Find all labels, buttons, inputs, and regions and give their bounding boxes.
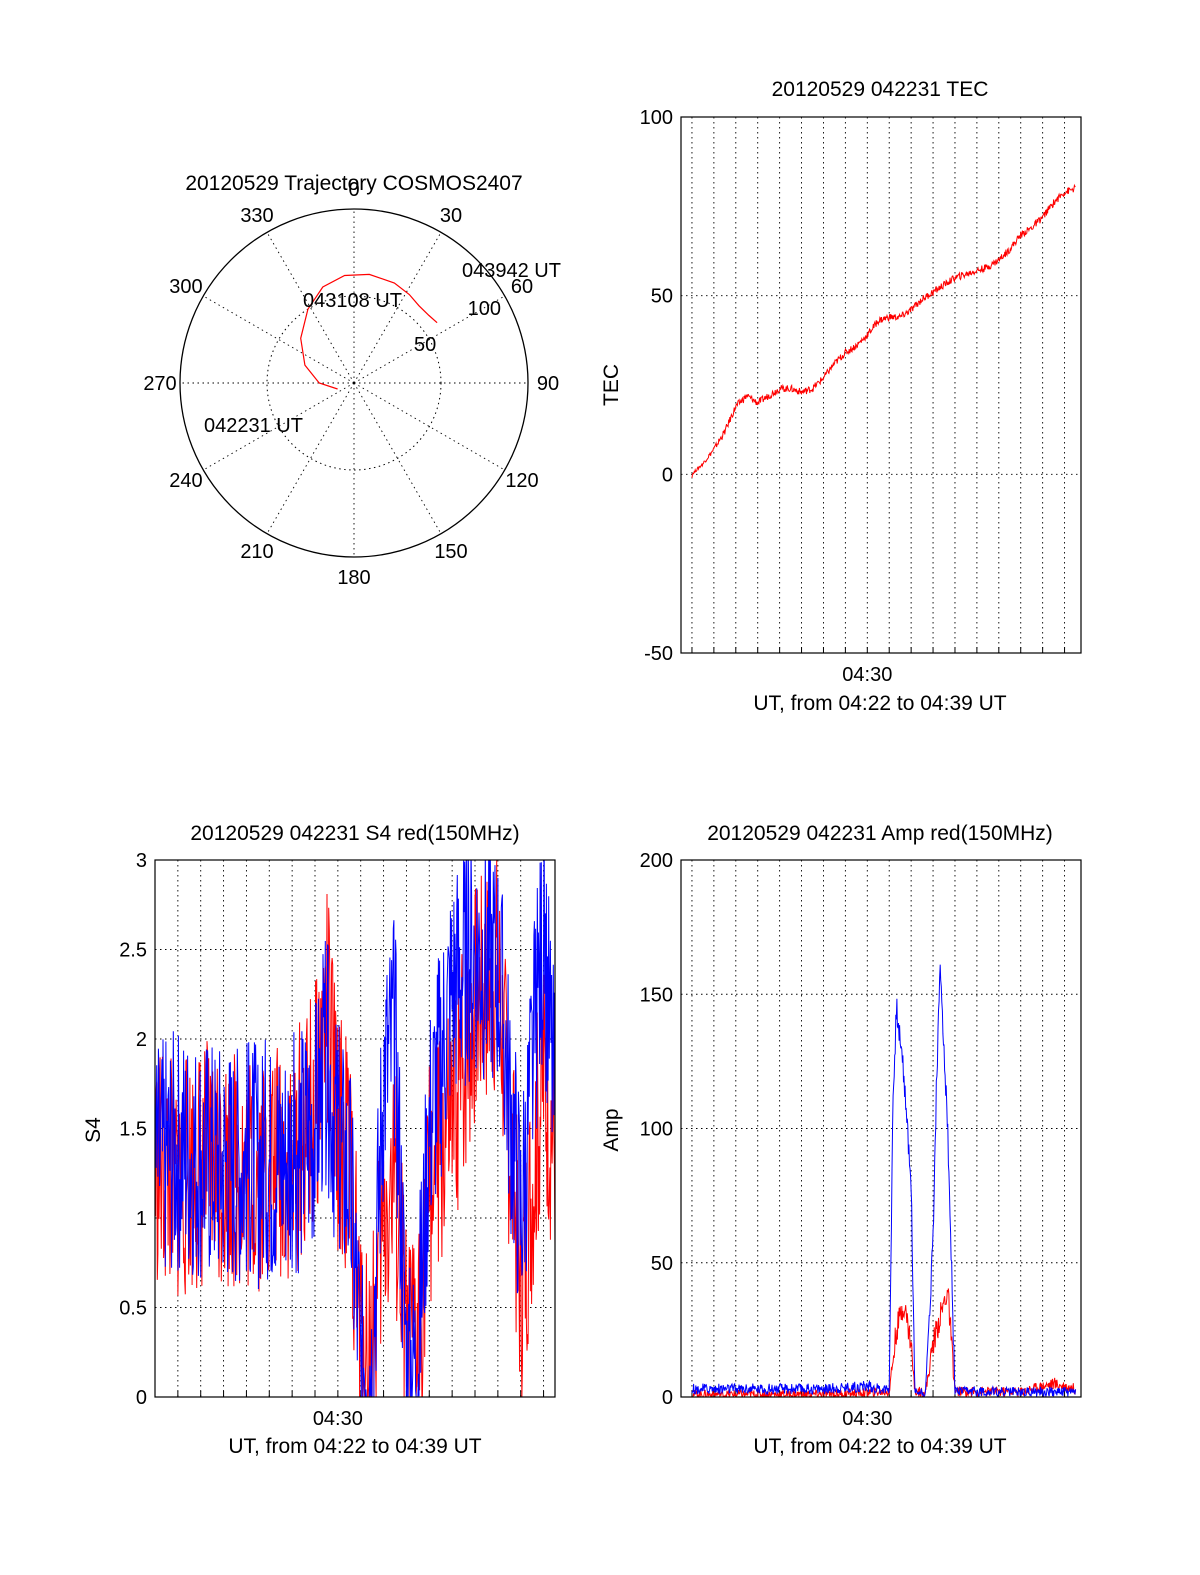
amp-y-tick-label: 0 (662, 1387, 673, 1409)
tec-y-tick-label: 0 (662, 464, 673, 486)
amp-chart: 20120529 042231 Amp red(150MHz) 0 50 100 15… (600, 822, 1082, 1458)
tec-chart: 20120529 042231 TEC -50 0 50 100 04:30 TEC U… (600, 78, 1082, 715)
s4-series (155, 860, 555, 1397)
tec-x-tick-label: 04:30 (842, 664, 892, 686)
s4-series-line (155, 860, 555, 1397)
s4-y-tick-label: 0 (136, 1387, 147, 1409)
polar-outer-circle (179, 208, 529, 558)
amp-x-tick-label: 04:30 (842, 1408, 892, 1430)
polar-azimuth-label: 150 (434, 541, 467, 563)
trajectory-start-label: 042231 UT (204, 415, 303, 437)
tec-series-line (691, 183, 1076, 478)
polar-spoke (203, 295, 355, 384)
polar-grid (179, 208, 529, 558)
amp-plot-frame (680, 859, 1082, 1398)
amp-series-line (691, 964, 1076, 1397)
polar-spoke (266, 382, 355, 534)
s4-chart: 20120529 042231 S4 red(150MHz) 0 0.5 1 1.5 2… (82, 822, 556, 1458)
tec-series (691, 183, 1076, 478)
amp-y-tick-label: 200 (640, 850, 673, 872)
polar-azimuth-label: 120 (505, 470, 538, 492)
trajectory-line (300, 273, 438, 390)
s4-x-tick-label: 04:30 (313, 1408, 363, 1430)
polar-azimuth-label: 270 (143, 373, 176, 395)
polar-azimuth-label: 240 (169, 470, 202, 492)
polar-spoke (266, 232, 355, 384)
s4-y-tick-label: 1.5 (119, 1119, 147, 1141)
tec-chart-title: 20120529 042231 TEC (772, 78, 989, 101)
tec-tick-labels: -50 0 50 100 04:30 (640, 107, 893, 686)
polar-gridcircle (266, 295, 442, 471)
polar-spoke (353, 382, 505, 471)
polar-azimuth-labels: 0 30 60 90 120 150 180 210 240 270 300 330 50 100 (143, 179, 559, 589)
trajectory-chart-title: 20120529 Trajectory COSMOS2407 (185, 172, 522, 195)
tec-plot-frame (680, 116, 1082, 654)
trajectory-series (300, 273, 438, 390)
s4-chart-title: 20120529 042231 S4 red(150MHz) (190, 822, 519, 845)
s4-x-axis-label: UT, from 04:22 to 04:39 UT (228, 1435, 481, 1458)
s4-y-tick-label: 0.5 (119, 1298, 147, 1320)
amp-y-axis-label: Amp (600, 1108, 623, 1151)
polar-azimuth-label: 180 (337, 567, 370, 589)
s4-plot-frame (154, 859, 556, 1398)
polar-spoke (353, 382, 442, 534)
polar-spoke (203, 382, 355, 471)
polar-azimuth-label: 0 (348, 179, 359, 201)
polar-azimuth-label: 330 (240, 205, 273, 227)
tec-x-axis-label: UT, from 04:22 to 04:39 UT (753, 692, 1006, 715)
polar-spoke (353, 295, 505, 384)
polar-azimuth-label: 300 (169, 276, 202, 298)
polar-spoke (353, 232, 442, 384)
amp-series (691, 964, 1076, 1397)
polar-azimuth-label: 30 (440, 205, 462, 227)
amp-tick-labels: 0 50 100 150 200 04:30 (640, 850, 893, 1430)
s4-y-tick-label: 3 (136, 850, 147, 872)
s4-y-axis-label: S4 (82, 1117, 105, 1143)
s4-tick-labels: 0 0.5 1 1.5 2 2.5 3 04:30 (119, 850, 363, 1430)
amp-y-tick-label: 50 (651, 1253, 673, 1275)
trajectory-polar-chart: 20120529 Trajectory COSMOS2407 0 30 60 90 12… (143, 172, 561, 589)
tec-y-tick-label: -50 (644, 643, 673, 665)
tec-y-tick-label: 100 (640, 107, 673, 129)
tec-y-axis-label: TEC (600, 364, 623, 406)
polar-azimuth-label: 90 (537, 373, 559, 395)
tec-y-tick-label: 50 (651, 286, 673, 308)
s4-y-tick-label: 2.5 (119, 940, 147, 962)
amp-y-tick-label: 100 (640, 1119, 673, 1141)
amp-x-axis-label: UT, from 04:22 to 04:39 UT (753, 1435, 1006, 1458)
trajectory-end-label: 043942 UT (462, 260, 561, 282)
polar-radius-label: 100 (468, 298, 501, 320)
amp-y-tick-label: 150 (640, 984, 673, 1006)
s4-y-tick-label: 1 (136, 1208, 147, 1230)
s4-y-tick-label: 2 (136, 1029, 147, 1051)
amp-chart-title: 20120529 042231 Amp red(150MHz) (707, 822, 1053, 845)
polar-azimuth-label: 60 (511, 276, 533, 298)
trajectory-mid-label: 043108 UT (303, 290, 402, 312)
polar-azimuth-label: 210 (240, 541, 273, 563)
polar-radius-label: 50 (414, 334, 436, 356)
